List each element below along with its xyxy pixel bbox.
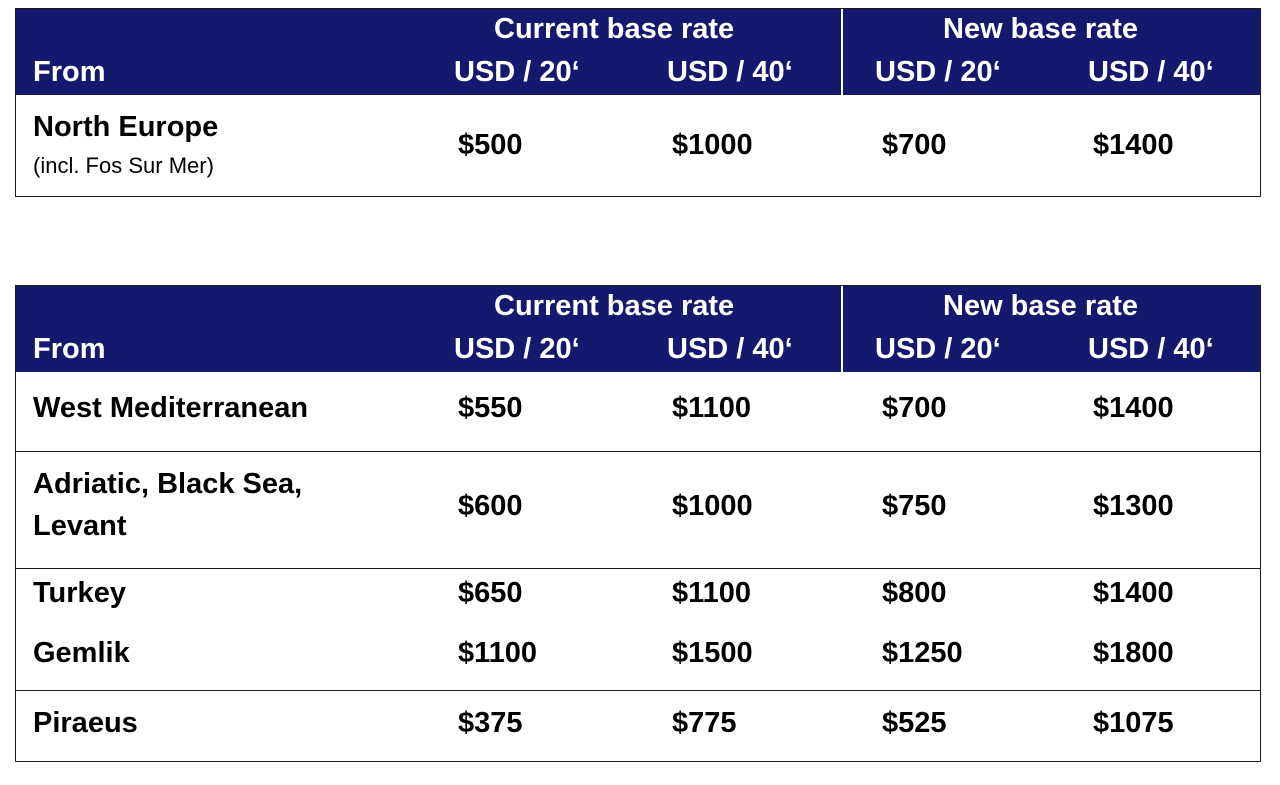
table-row: Piraeus $375 $775 $525 $1075 xyxy=(16,690,1260,760)
origin-name-line1: Adriatic, Black Sea, xyxy=(33,468,303,500)
current-usd40-value: $1000 xyxy=(672,129,753,161)
current-usd20-value: $600 xyxy=(458,490,523,522)
table-row-group: Turkey $650 $1100 $800 $1400 Gemlik $110… xyxy=(16,568,1260,690)
new-usd40-value: $1300 xyxy=(1093,490,1174,522)
current-usd40-value: $1500 xyxy=(672,637,753,669)
origin-name: West Mediterranean xyxy=(33,392,309,424)
new-usd20-header: USD / 20‘ xyxy=(875,333,1001,365)
origin-name: North Europe xyxy=(33,111,219,143)
new-usd20-value: $700 xyxy=(882,392,947,424)
current-usd20-header: USD / 20‘ xyxy=(454,333,580,365)
new-usd40-header: USD / 40‘ xyxy=(1088,333,1214,365)
table-header: Current base rate New base rate From USD… xyxy=(16,9,1260,95)
new-usd40-value: $1400 xyxy=(1093,129,1174,161)
new-usd40-value: $1800 xyxy=(1093,637,1174,669)
header-divider xyxy=(841,9,843,95)
new-usd20-value: $800 xyxy=(882,577,947,609)
origin-name: Piraeus xyxy=(33,707,138,739)
current-base-rate-heading: Current base rate xyxy=(494,13,735,45)
table-row: North Europe (incl. Fos Sur Mer) $500 $1… xyxy=(16,95,1260,196)
rate-table-mediterranean: Current base rate New base rate From USD… xyxy=(15,285,1261,762)
new-usd40-value: $1400 xyxy=(1093,392,1174,424)
new-base-rate-heading: New base rate xyxy=(943,290,1139,322)
current-usd40-value: $1100 xyxy=(672,577,752,609)
current-usd40-value: $1000 xyxy=(672,490,753,522)
current-usd40-value: $1100 xyxy=(672,392,752,424)
current-usd40-header: USD / 40‘ xyxy=(667,56,793,88)
new-usd40-header: USD / 40‘ xyxy=(1088,56,1214,88)
current-usd40-header: USD / 40‘ xyxy=(667,333,793,365)
new-usd20-value: $525 xyxy=(882,707,947,739)
current-usd20-header: USD / 20‘ xyxy=(454,56,580,88)
new-usd20-value: $700 xyxy=(882,129,947,161)
new-usd20-value: $750 xyxy=(882,490,947,522)
origin-name-line2: Levant xyxy=(33,510,127,542)
table-header: Current base rate New base rate From USD… xyxy=(16,286,1260,372)
origin-note: (incl. Fos Sur Mer) xyxy=(33,153,214,178)
origin-name: Gemlik xyxy=(33,637,130,669)
from-column-header: From xyxy=(33,333,106,365)
new-usd40-value: $1075 xyxy=(1093,707,1174,739)
current-usd20-value: $500 xyxy=(458,129,523,161)
header-divider xyxy=(841,286,843,372)
current-usd20-value: $650 xyxy=(458,577,523,609)
current-usd40-value: $775 xyxy=(672,707,737,739)
new-base-rate-heading: New base rate xyxy=(943,13,1139,45)
current-usd20-value: $375 xyxy=(458,707,523,739)
current-usd20-value: $1100 xyxy=(458,637,538,669)
origin-name: Turkey xyxy=(33,577,126,609)
table-row: Adriatic, Black Sea, Levant $600 $1000 $… xyxy=(16,451,1260,568)
current-usd20-value: $550 xyxy=(458,392,523,424)
from-column-header: From xyxy=(33,56,106,88)
new-usd20-header: USD / 20‘ xyxy=(875,56,1001,88)
table-row: West Mediterranean $550 $1100 $700 $1400 xyxy=(16,372,1260,451)
new-usd20-value: $1250 xyxy=(882,637,963,669)
current-base-rate-heading: Current base rate xyxy=(494,290,735,322)
rate-table-north-europe: Current base rate New base rate From USD… xyxy=(15,8,1261,197)
new-usd40-value: $1400 xyxy=(1093,577,1174,609)
